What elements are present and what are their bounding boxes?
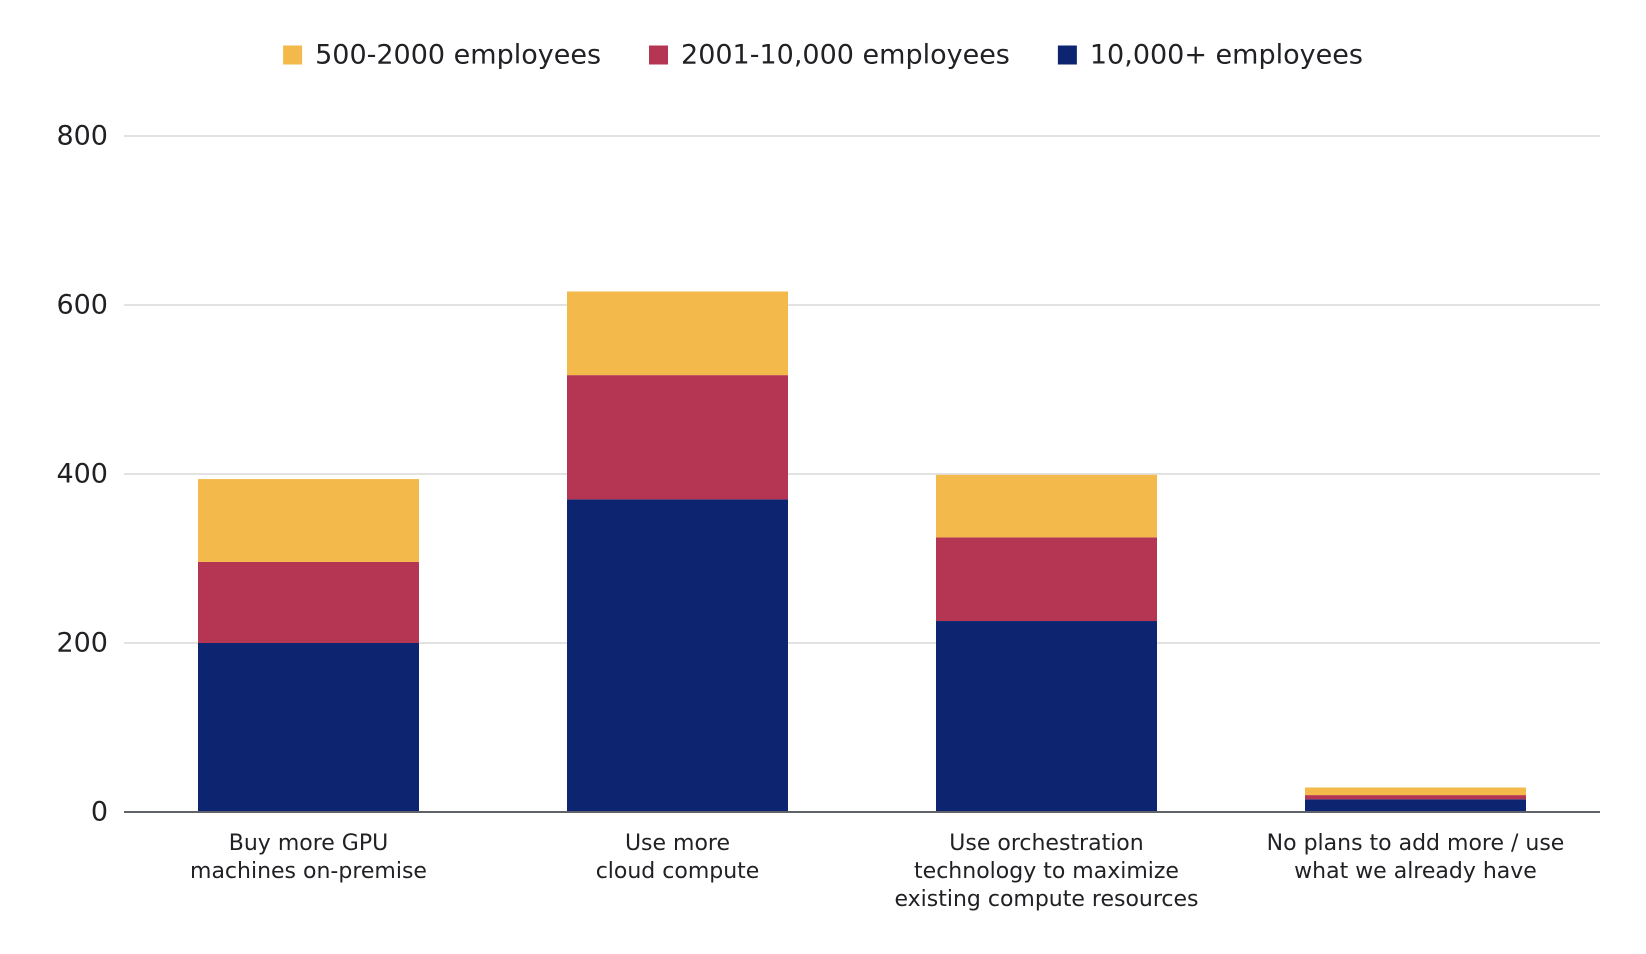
bar-10-000-employees-cat-0 <box>198 643 419 812</box>
legend-label: 10,000+ employees <box>1090 40 1363 71</box>
legend-label: 2001-10,000 employees <box>681 40 1010 71</box>
y-tick-label: 200 <box>56 628 108 659</box>
x-category-label: No plans to add more / use what we alread… <box>1267 831 1565 884</box>
legend: 500-2000 employees 2001-10,000 employees 1… <box>283 40 1363 71</box>
x-category-label-line: Use orchestration <box>949 831 1143 856</box>
x-category-label-line: Use more <box>625 831 730 856</box>
y-tick-label: 800 <box>56 121 108 152</box>
legend-swatch <box>283 45 303 65</box>
bars <box>198 291 1526 812</box>
bar-10-000-employees-cat-2 <box>936 621 1157 812</box>
x-category-label-line: what we already have <box>1294 859 1537 884</box>
y-tick-label: 0 <box>91 797 108 828</box>
x-category-label-line: machines on-premise <box>190 859 427 884</box>
x-category-label-line: existing compute resources <box>894 887 1198 912</box>
x-category-label-line: cloud compute <box>596 859 760 884</box>
x-category-label-line: Buy more GPU <box>229 831 388 856</box>
x-category-label: Use orchestration technology to maximize e… <box>894 831 1198 912</box>
y-tick-label: 600 <box>56 290 108 321</box>
x-category-label: Use more cloud compute <box>596 831 760 884</box>
x-category-label-line: No plans to add more / use <box>1267 831 1565 856</box>
bar-500-2000-employees-cat-2 <box>936 474 1157 538</box>
y-tick-label: 400 <box>56 459 108 490</box>
x-category-label: Buy more GPU machines on-premise <box>190 831 427 884</box>
bar-10-000-employees-cat-1 <box>567 499 788 812</box>
bar-2001-10-000-employees-cat-2 <box>936 537 1157 622</box>
bar-2001-10-000-employees-cat-0 <box>198 561 419 643</box>
bar-2001-10-000-employees-cat-3 <box>1305 795 1526 800</box>
legend-swatch <box>649 45 669 65</box>
legend-item-500-2000-employees: 500-2000 employees <box>283 40 601 71</box>
bar-500-2000-employees-cat-3 <box>1305 787 1526 796</box>
y-axis-tick-labels: 0 200 400 600 800 <box>56 121 108 828</box>
x-category-label-line: technology to maximize <box>914 859 1179 884</box>
bar-500-2000-employees-cat-0 <box>198 479 419 562</box>
bar-500-2000-employees-cat-1 <box>567 291 788 376</box>
legend-swatch <box>1057 45 1077 65</box>
bar-2001-10-000-employees-cat-1 <box>567 375 788 500</box>
x-axis-category-labels: Buy more GPU machines on-premise Use more c… <box>190 831 1564 912</box>
legend-item-10-000-employees: 10,000+ employees <box>1057 40 1363 71</box>
bar-10-000-employees-cat-3 <box>1305 799 1526 812</box>
legend-label: 500-2000 employees <box>315 40 601 71</box>
legend-item-2001-10-000-employees: 2001-10,000 employees <box>649 40 1010 71</box>
gridlines <box>124 135 1600 644</box>
